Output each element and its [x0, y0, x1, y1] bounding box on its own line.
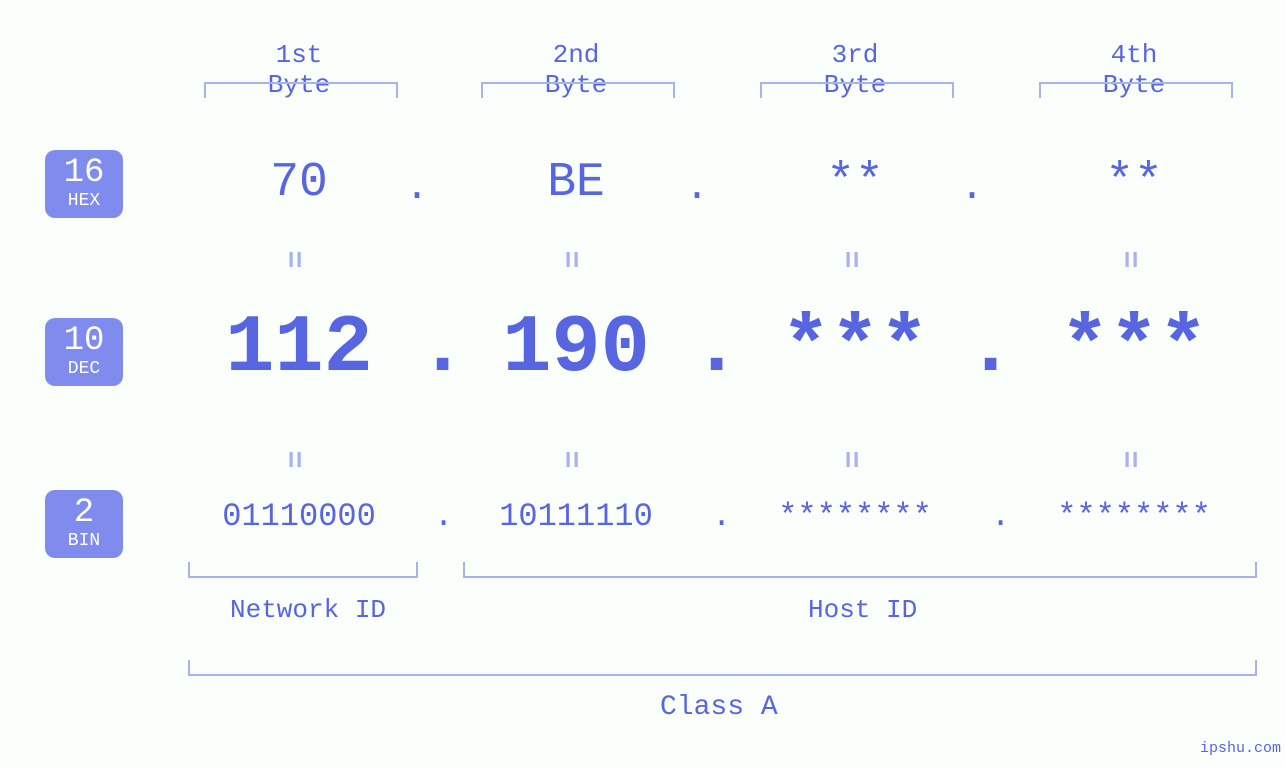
hex-byte-1: 70: [249, 156, 349, 210]
host-id-bracket: [463, 562, 1257, 578]
hex-badge-label: HEX: [45, 192, 123, 210]
eq-1-1: =: [277, 251, 311, 264]
eq-2-1: =: [277, 451, 311, 464]
eq-1-4: =: [1113, 251, 1147, 264]
eq-1-2: =: [554, 251, 588, 264]
host-id-label: Host ID: [808, 595, 917, 625]
dec-dot-3: .: [966, 302, 1015, 395]
eq-2-3: =: [834, 451, 868, 464]
eq-2-2: =: [554, 451, 588, 464]
bin-dot-2: .: [712, 498, 731, 535]
bin-byte-3: ********: [745, 498, 965, 535]
hex-dot-2: .: [685, 166, 709, 211]
hex-dot-3: .: [960, 166, 984, 211]
hex-byte-4: **: [1084, 156, 1184, 210]
hex-byte-2: BE: [526, 156, 626, 210]
hex-byte-3: **: [805, 156, 905, 210]
dec-badge: 10 DEC: [45, 318, 123, 386]
bin-badge: 2 BIN: [45, 490, 123, 558]
bin-byte-4: ********: [1024, 498, 1244, 535]
dec-badge-label: DEC: [45, 360, 123, 378]
dec-byte-1: 112: [199, 302, 399, 395]
network-id-bracket: [188, 562, 418, 578]
bin-byte-1: 01110000: [189, 498, 409, 535]
dec-dot-1: .: [418, 302, 467, 395]
byte2-bracket: [481, 82, 675, 98]
bin-dot-3: .: [991, 498, 1010, 535]
hex-badge-num: 16: [45, 156, 123, 190]
eq-2-4: =: [1113, 451, 1147, 464]
dec-badge-num: 10: [45, 324, 123, 358]
class-bracket: [188, 660, 1257, 676]
dec-dot-2: .: [692, 302, 741, 395]
class-label: Class A: [660, 692, 778, 723]
hex-badge: 16 HEX: [45, 150, 123, 218]
bin-byte-2: 10111110: [466, 498, 686, 535]
dec-byte-2: 190: [476, 302, 676, 395]
bin-badge-num: 2: [45, 496, 123, 530]
eq-1-3: =: [834, 251, 868, 264]
watermark: ipshu.com: [1200, 740, 1281, 757]
dec-byte-4: ***: [1034, 302, 1234, 395]
byte4-bracket: [1039, 82, 1233, 98]
hex-dot-1: .: [405, 166, 429, 211]
byte1-bracket: [204, 82, 398, 98]
network-id-label: Network ID: [230, 595, 386, 625]
bin-dot-1: .: [434, 498, 453, 535]
bin-badge-label: BIN: [45, 532, 123, 550]
byte3-bracket: [760, 82, 954, 98]
dec-byte-3: ***: [755, 302, 955, 395]
